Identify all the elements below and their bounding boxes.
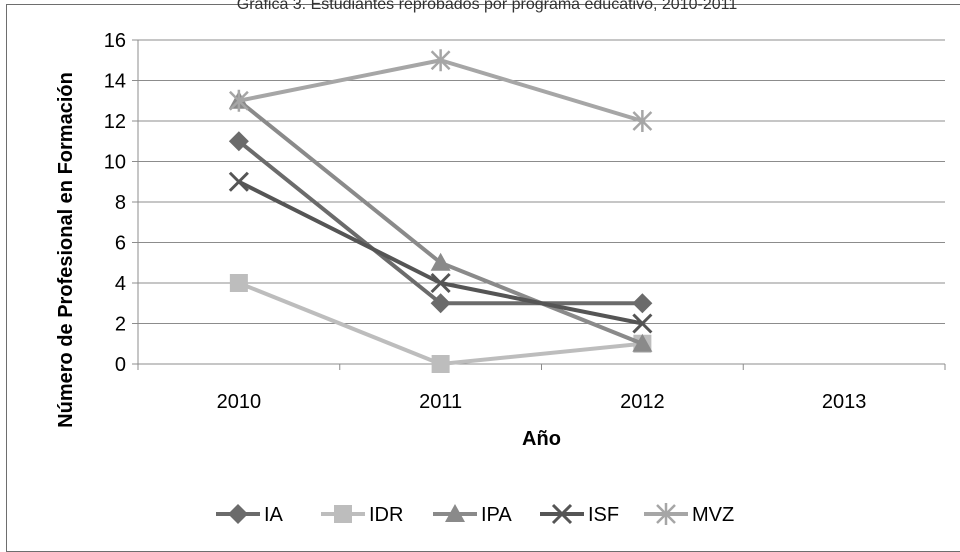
legend: IA IDR IPA ISF MVZ [216,503,734,526]
legend-item-ia: IA [216,504,284,526]
legend-item-idr: IDR [321,504,403,526]
legend-marker-ia [228,504,248,524]
chart-title: Gráfica 3. Estudiantes reprobados por pr… [236,0,738,13]
legend-marker-mvz [656,503,676,525]
y-tick-label: 2 [115,314,126,336]
series-lines [228,49,653,373]
y-tick-label: 16 [104,30,126,52]
series-mvz [228,49,653,132]
legend-label: IDR [369,504,403,526]
x-stroke [632,313,653,334]
data-point-isf-2010 [228,171,249,192]
series-isf [228,171,653,334]
x-stroke [430,272,451,294]
legend-item-mvz: MVZ [644,503,734,526]
series-ia [228,131,653,314]
data-point-ipa-2011 [430,252,451,271]
legend-item-ipa: IPA [433,504,512,526]
legend-marker-ipa [445,504,465,522]
x-tick-label: 2013 [822,391,867,413]
y-tick-label: 8 [115,192,126,214]
legend-label: MVZ [692,504,734,526]
y-tick-label: 6 [115,233,126,255]
data-point-ia-2012 [632,293,653,314]
data-point-isf-2012 [632,313,653,334]
x-tick-label: 2010 [217,391,262,413]
x-tick-label: 2011 [419,391,462,413]
data-point-ipa-2012 [632,333,653,352]
axes [132,39,946,370]
axis-labels: 0 2 4 6 8 10 12 14 16 2010 2011 2012 2013 Año Número d… [55,30,866,450]
legend-marker-idr [334,505,352,523]
legend-marker-isf [551,503,573,525]
series-line-ia [237,139,643,306]
y-tick-label: 4 [115,273,126,295]
y-axis-title: Número de Profesional en Formación [55,72,77,428]
legend-item-isf: ISF [540,503,619,526]
x-stroke [228,171,249,192]
data-point-idr-2010 [229,274,248,292]
data-point-mvz-2010 [228,89,249,112]
y-tick-label: 12 [104,111,126,133]
legend-label: IA [264,504,284,526]
gridlines [138,39,945,324]
data-point-isf-2011 [430,272,451,294]
x-stroke [551,503,573,525]
data-point-mvz-2012 [632,110,653,132]
legend-label: IPA [481,504,512,526]
data-point-mvz-2011 [430,49,451,72]
data-point-idr-2011 [431,355,450,373]
y-tick-label: 0 [115,354,126,376]
data-point-ia-2011 [430,293,451,314]
x-tick-label: 2012 [620,391,665,413]
series-idr [229,274,652,373]
y-tick-label: 14 [104,71,126,93]
x-axis-title: Año [522,428,561,450]
y-tick-label: 10 [104,152,126,174]
legend-label: ISF [588,504,619,526]
data-point-ia-2010 [228,131,249,152]
